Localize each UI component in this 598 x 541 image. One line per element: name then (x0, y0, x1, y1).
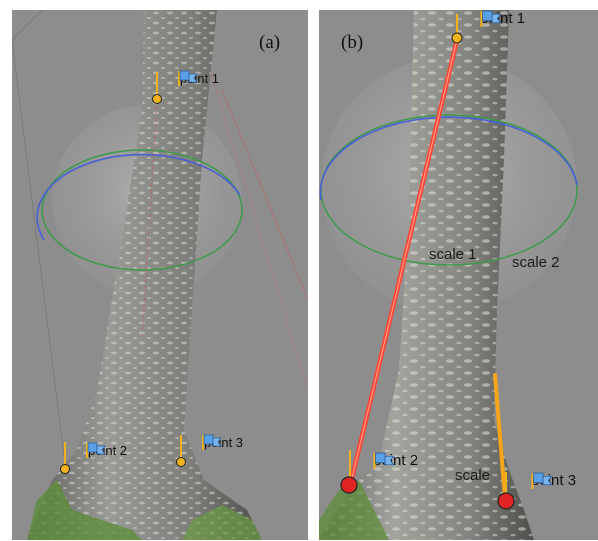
scale-label-1: scale 1 (429, 246, 477, 263)
point-marker-icon[interactable] (497, 492, 515, 510)
panel-label: (b) (341, 32, 364, 53)
point-1-marker[interactable]: point 1 (157, 70, 219, 86)
scene-a (12, 10, 308, 540)
point-marker-icon[interactable] (152, 94, 162, 104)
point-1-marker[interactable]: point 1 (457, 10, 525, 27)
panel-label: (a) (259, 32, 281, 53)
flag-icon (350, 452, 395, 469)
viewport-panel-b[interactable]: (b) point 1 point 2 point 3 scale 1 scal… (319, 10, 598, 540)
point-marker-icon[interactable] (340, 476, 358, 494)
scale-label-2: scale 2 (512, 254, 560, 271)
flag-icon (457, 10, 502, 27)
point-marker-icon[interactable] (451, 32, 463, 44)
point-3-marker[interactable]: point 3 (181, 434, 243, 450)
flag-icon (181, 434, 222, 450)
point-2-marker[interactable]: point 2 (65, 442, 127, 458)
flag-icon (65, 442, 106, 458)
gizmo-ring-blue-a[interactable] (36, 153, 241, 241)
scale-label-3: scale (455, 467, 491, 484)
point-2-marker[interactable]: point 2 (350, 452, 418, 469)
flag-icon (508, 472, 553, 489)
scale-bar-2[interactable] (493, 373, 507, 500)
point-marker-icon[interactable] (176, 457, 186, 467)
scene-b (319, 10, 578, 540)
viewport-panel-a[interactable]: (a) point 1 point 2 point 3 (12, 10, 308, 540)
point-marker-icon[interactable] (60, 464, 70, 474)
gizmo-ring-green-a[interactable] (41, 149, 243, 271)
flag-icon (157, 70, 198, 86)
point-3-marker[interactable]: point 3 (508, 472, 576, 489)
